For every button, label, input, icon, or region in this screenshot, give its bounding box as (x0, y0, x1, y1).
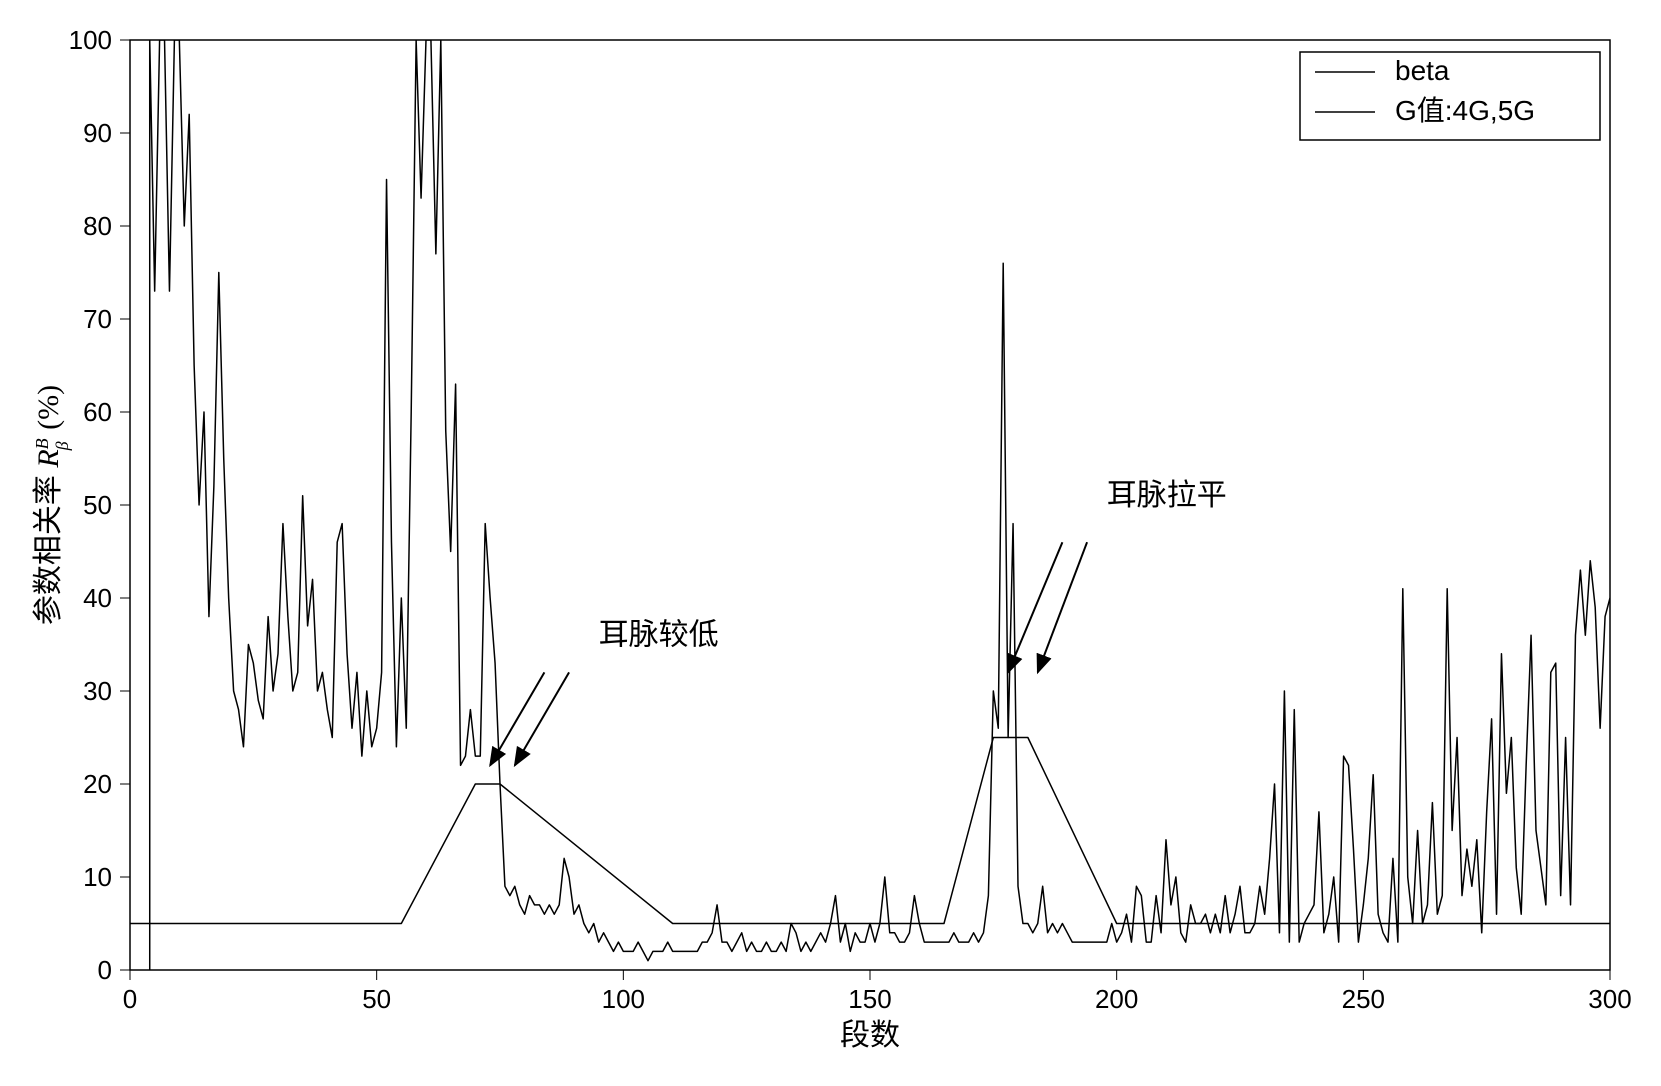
y-tick-label: 100 (69, 25, 112, 55)
x-tick-label: 300 (1588, 984, 1631, 1014)
y-tick-label: 70 (83, 304, 112, 334)
x-tick-label: 200 (1095, 984, 1138, 1014)
x-axis-title: 段数 (840, 1019, 900, 1052)
y-axis-title: 参数相关率 RBβ (%) (32, 385, 72, 625)
x-tick-label: 50 (362, 984, 391, 1014)
plot-box (130, 40, 1610, 970)
chart-container: 0 50 100 150 200 250 300 0 10 20 30 40 50 60 70 80 90 100… (20, 20, 1641, 1066)
y-axis-title-group: 参数相关率 RBβ (%) (32, 385, 72, 625)
series-G-value (130, 738, 1610, 924)
y-tick-label: 90 (83, 118, 112, 148)
annotation-arrow (515, 672, 569, 765)
annotation-text: 耳脉拉平 (1107, 479, 1227, 512)
y-tick-label: 10 (83, 862, 112, 892)
x-tick-label: 100 (602, 984, 645, 1014)
series-beta (150, 40, 1610, 970)
chart-svg: 0 50 100 150 200 250 300 0 10 20 30 40 50 60 70 80 90 100… (20, 20, 1641, 1066)
y-tick-label: 20 (83, 769, 112, 799)
y-tick-label: 80 (83, 211, 112, 241)
y-tick-label: 50 (83, 490, 112, 520)
x-tick-label: 0 (123, 984, 137, 1014)
y-tick-label: 60 (83, 397, 112, 427)
x-tick-label: 150 (848, 984, 891, 1014)
annotation-arrow (1008, 542, 1062, 672)
annotation-arrow (1038, 542, 1087, 672)
legend-label: G值:4G,5G (1395, 95, 1535, 126)
annotation-arrow (490, 672, 544, 765)
y-tick-label: 0 (98, 955, 112, 985)
y-tick-label: 40 (83, 583, 112, 613)
legend-label: beta (1395, 55, 1450, 86)
annotation-text: 耳脉较低 (599, 619, 719, 652)
y-tick-label: 30 (83, 676, 112, 706)
x-tick-label: 250 (1342, 984, 1385, 1014)
